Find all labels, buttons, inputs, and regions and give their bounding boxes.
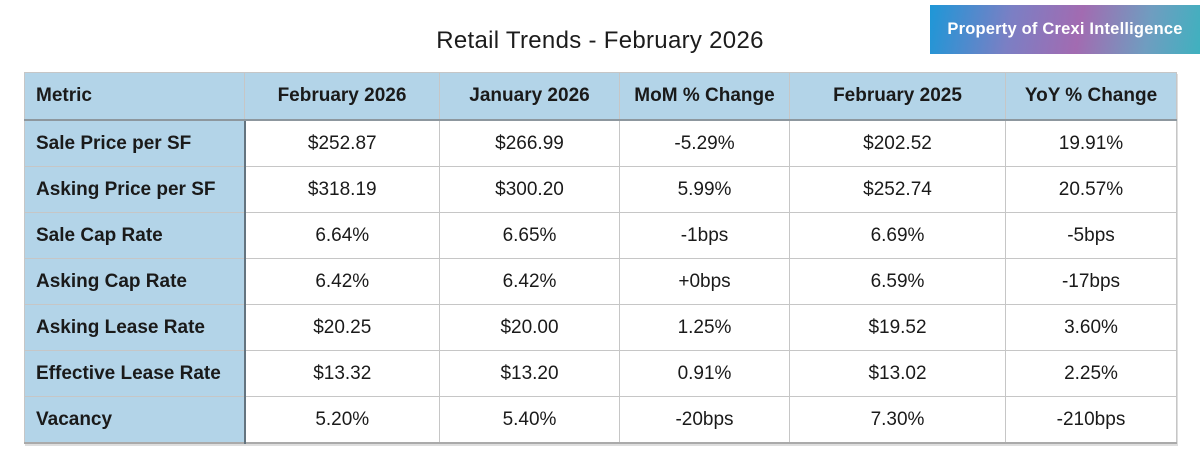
- table-cell: -210bps: [1005, 396, 1177, 444]
- table-cell: 6.64%: [244, 212, 440, 259]
- metric-label: Sale Cap Rate: [24, 212, 246, 259]
- table-cell: -17bps: [1005, 258, 1177, 305]
- table-row: Asking Price per SF $318.19 $300.20 5.99% $2…: [24, 166, 1177, 213]
- metric-label: Asking Cap Rate: [24, 258, 246, 305]
- table-cell: 6.69%: [789, 212, 1006, 259]
- table-cell: 6.42%: [244, 258, 440, 305]
- table-row: Asking Lease Rate $20.25 $20.00 1.25% $19.52…: [24, 304, 1177, 351]
- table-cell: $318.19: [244, 166, 440, 213]
- table-row: Vacancy 5.20% 5.40% -20bps 7.30% -210bps: [24, 396, 1177, 444]
- column-header-february-2026: February 2026: [244, 72, 440, 121]
- retail-trends-table: Metric February 2026 January 2026 MoM % Cha…: [24, 72, 1177, 444]
- table-cell: $13.32: [244, 350, 440, 397]
- crexi-intelligence-badge: Property of Crexi Intelligence: [930, 5, 1200, 54]
- table-cell: 19.91%: [1005, 119, 1177, 167]
- table-body: Sale Price per SF $252.87 $266.99 -5.29% $20…: [24, 119, 1177, 444]
- metric-label: Sale Price per SF: [24, 119, 246, 167]
- table-cell: $266.99: [439, 119, 620, 167]
- table-cell: $300.20: [439, 166, 620, 213]
- column-header-january-2026: January 2026: [439, 72, 620, 121]
- table-cell: $202.52: [789, 119, 1006, 167]
- table-row: Sale Cap Rate 6.64% 6.65% -1bps 6.69% -5bps: [24, 212, 1177, 259]
- table-row: Asking Cap Rate 6.42% 6.42% +0bps 6.59% -17bp…: [24, 258, 1177, 305]
- metric-label: Effective Lease Rate: [24, 350, 246, 397]
- table-cell: 6.59%: [789, 258, 1006, 305]
- table-cell: $20.25: [244, 304, 440, 351]
- table-cell: -1bps: [619, 212, 790, 259]
- table-cell: 5.40%: [439, 396, 620, 444]
- table-cell: 2.25%: [1005, 350, 1177, 397]
- table-cell: 5.99%: [619, 166, 790, 213]
- page-title: Retail Trends - February 2026: [436, 27, 764, 54]
- table-cell: 0.91%: [619, 350, 790, 397]
- metric-label: Asking Lease Rate: [24, 304, 246, 351]
- header-row: Metric February 2026 January 2026 MoM % Cha…: [24, 72, 1177, 121]
- table-cell: -5bps: [1005, 212, 1177, 259]
- table-cell: -5.29%: [619, 119, 790, 167]
- column-header-metric: Metric: [24, 72, 245, 121]
- metric-label: Vacancy: [24, 396, 246, 444]
- table-cell: $13.02: [789, 350, 1006, 397]
- table-cell: $13.20: [439, 350, 620, 397]
- column-header-yoy-change: YoY % Change: [1005, 72, 1177, 121]
- table-cell: 6.65%: [439, 212, 620, 259]
- table-cell: $252.87: [244, 119, 440, 167]
- column-header-mom-change: MoM % Change: [619, 72, 790, 121]
- table-row: Effective Lease Rate $13.32 $13.20 0.91% $13…: [24, 350, 1177, 397]
- table-cell: 7.30%: [789, 396, 1006, 444]
- table-row: Sale Price per SF $252.87 $266.99 -5.29% $20…: [24, 119, 1177, 167]
- table-cell: -20bps: [619, 396, 790, 444]
- metric-label: Asking Price per SF: [24, 166, 246, 213]
- table-header: Metric February 2026 January 2026 MoM % Cha…: [24, 72, 1177, 121]
- table-cell: $19.52: [789, 304, 1006, 351]
- table-cell: 5.20%: [244, 396, 440, 444]
- table-cell: 1.25%: [619, 304, 790, 351]
- table-cell: $252.74: [789, 166, 1006, 213]
- table-cell: +0bps: [619, 258, 790, 305]
- column-header-february-2025: February 2025: [789, 72, 1006, 121]
- table-cell: 20.57%: [1005, 166, 1177, 213]
- table-cell: 3.60%: [1005, 304, 1177, 351]
- table-cell: 6.42%: [439, 258, 620, 305]
- table-cell: $20.00: [439, 304, 620, 351]
